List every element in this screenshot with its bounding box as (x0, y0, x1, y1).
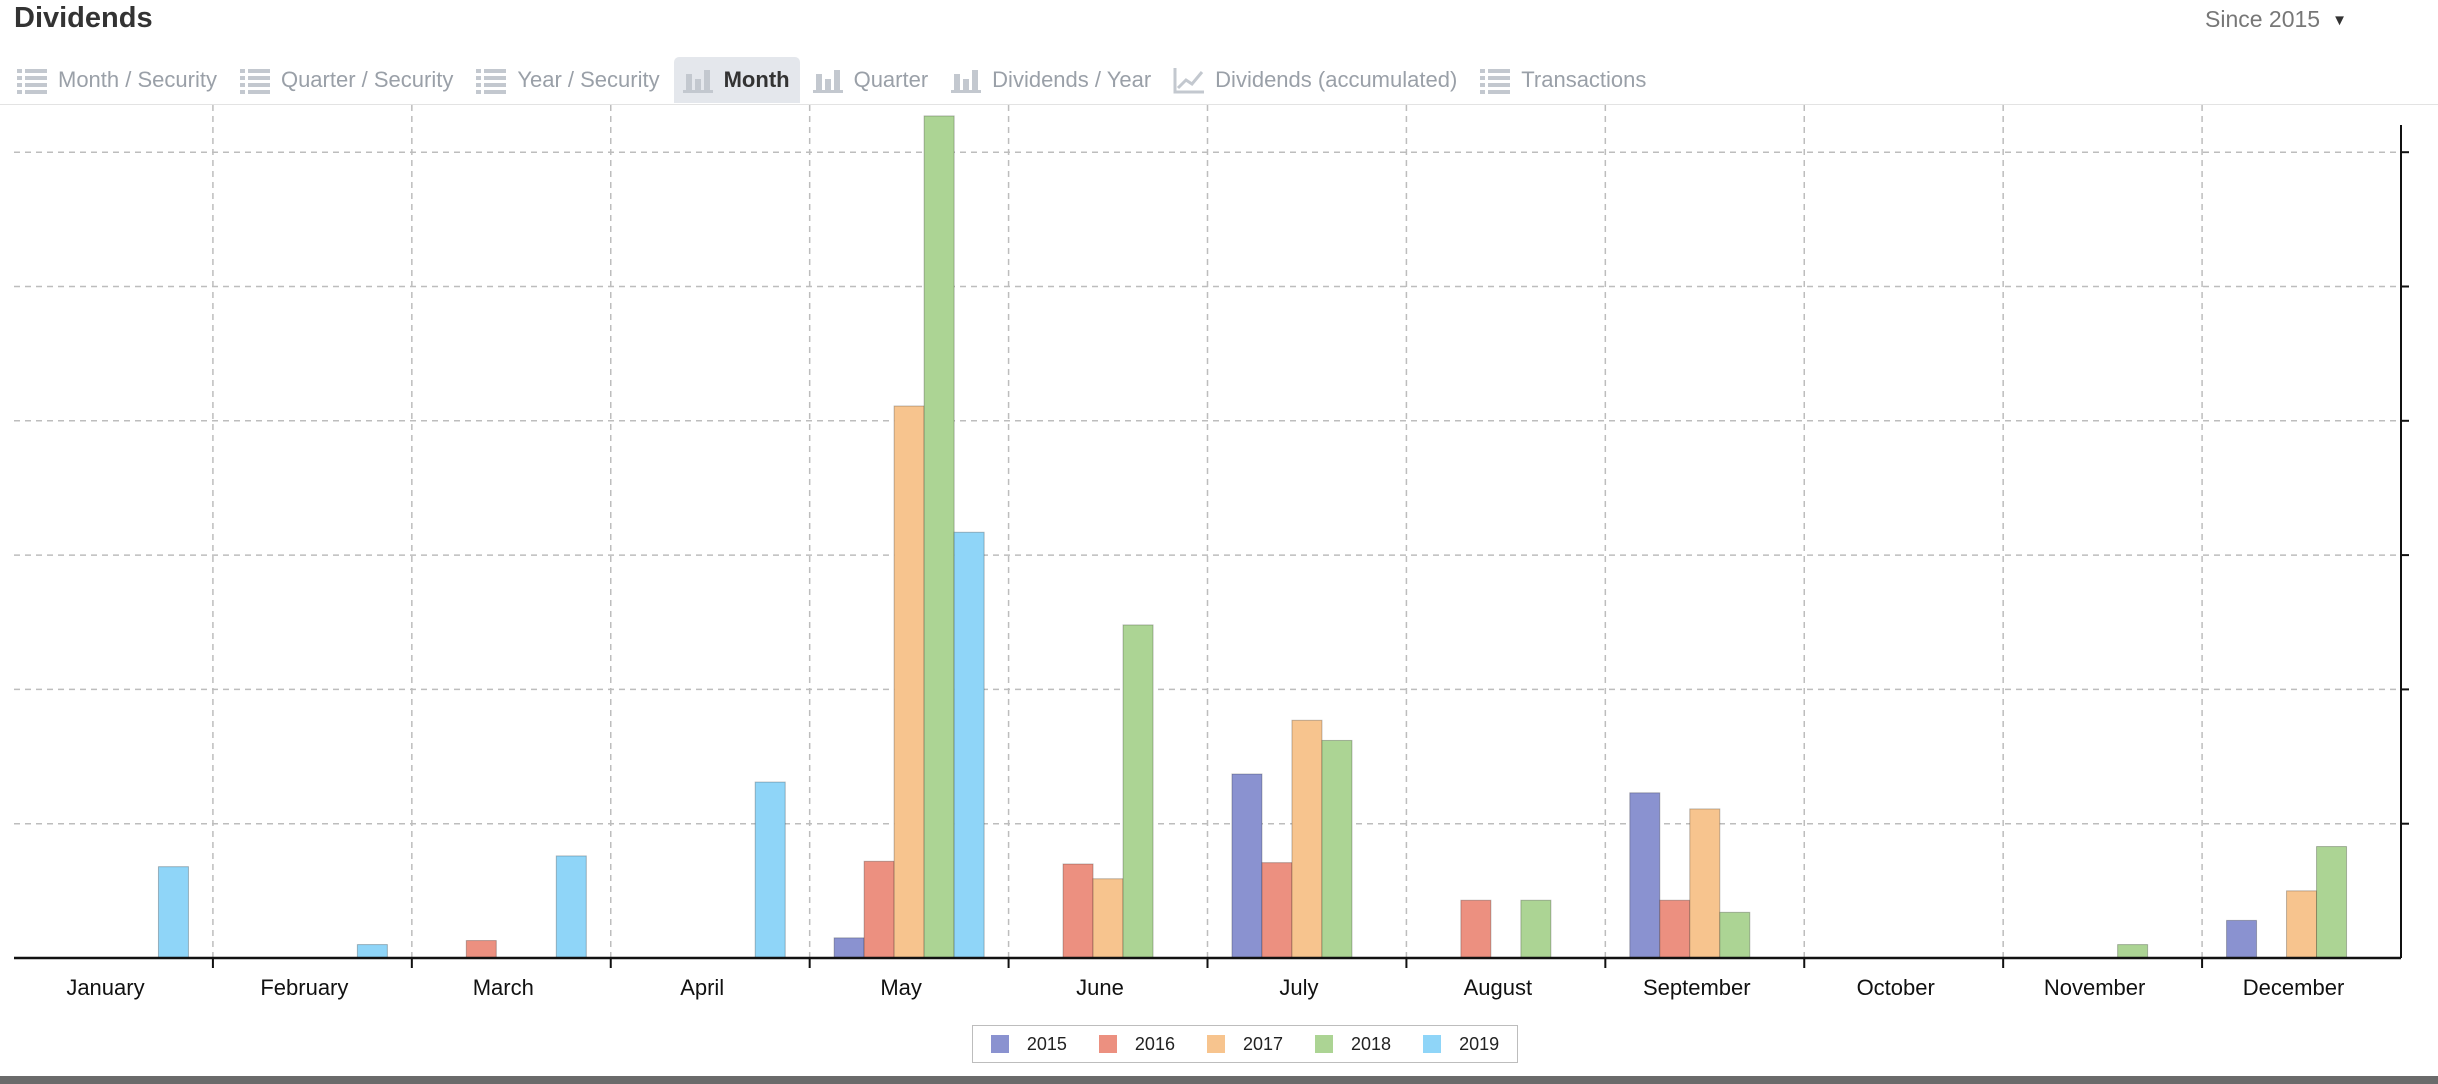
tab-label: Year / Security (517, 67, 660, 92)
bar-2016-march (465, 940, 497, 959)
bar-2019-april (754, 781, 786, 959)
x-tick-label: March (473, 975, 534, 1000)
bar-2018-july (1321, 739, 1353, 959)
bar-2017-july (1291, 719, 1323, 959)
legend-label: 2018 (1351, 1033, 1392, 1054)
bar-2017-june (1092, 878, 1124, 959)
legend-item-2019[interactable]: 2019 (1423, 1034, 1499, 1055)
bar-chart-icon (682, 66, 714, 94)
legend-label: 2016 (1134, 1033, 1175, 1054)
period-select[interactable]: Since 2015 ▼ (2205, 6, 2347, 33)
legend-item-2018[interactable]: 2018 (1315, 1034, 1391, 1055)
tab-month-security[interactable]: Month / Security (8, 57, 227, 103)
bar-2019-march (555, 855, 587, 959)
tab-dividends-year[interactable]: Dividends / Year (942, 57, 1161, 103)
tab-label: Month (723, 67, 790, 92)
legend-swatch (990, 1035, 1009, 1053)
legend-swatch (1423, 1035, 1442, 1053)
dividends-chart: January February March April May June July Augu… (0, 105, 2438, 1073)
window-bottom-edge (0, 1076, 2438, 1084)
legend-label: 2017 (1242, 1033, 1284, 1054)
bar-2019-february (356, 944, 388, 959)
bar-2018-december (2316, 846, 2348, 959)
period-select-label: Since 2015 (2205, 6, 2321, 32)
x-tick-label: December (2243, 975, 2344, 1000)
bar-2016-june (1062, 863, 1094, 959)
bar-2018-august (1520, 899, 1552, 959)
tab-label: Quarter / Security (280, 67, 454, 92)
x-tick-label: February (260, 975, 348, 1000)
legend-swatch (1315, 1035, 1334, 1053)
bar-2016-july (1261, 862, 1293, 959)
bar-chart-icon (950, 66, 982, 94)
legend-label: 2015 (1026, 1033, 1067, 1054)
legend-item-2017[interactable]: 2017 (1206, 1033, 1284, 1055)
legend-swatch (1098, 1035, 1117, 1053)
chart-tabs: Month / Security Quarter / Security Year /… (8, 57, 1660, 103)
legend-label: 2019 (1459, 1033, 1500, 1054)
list-icon (1479, 66, 1511, 94)
bar-2017-may (893, 405, 925, 959)
bar-2016-may (863, 860, 895, 959)
x-tick-label: January (66, 975, 144, 1000)
tab-label: Month / Security (58, 67, 217, 92)
line-chart-icon (1173, 66, 1205, 94)
chart-legend: 2015 2016 2017 2018 2019 (972, 1025, 1518, 1063)
bar-2018-may (923, 115, 955, 959)
page-title: Dividends (14, 2, 153, 34)
tab-label: Dividends / Year (992, 67, 1152, 92)
tab-year-security[interactable]: Year / Security (467, 57, 669, 103)
tab-label: Dividends (accumulated) (1215, 67, 1458, 92)
bar-chart-icon (812, 66, 844, 94)
x-tick-label: July (1279, 975, 1318, 1000)
bar-2017-december (2286, 890, 2318, 959)
header: Dividends Since 2015 ▼ (0, 0, 2438, 48)
x-tick-label: October (1857, 975, 1935, 1000)
tab-label: Quarter (853, 67, 929, 92)
list-icon (239, 66, 271, 94)
x-tick-label: August (1464, 975, 1533, 1000)
bar-2018-june (1122, 624, 1154, 959)
tab-transactions[interactable]: Transactions (1471, 57, 1656, 103)
x-tick-label: May (880, 975, 922, 1000)
bar-2015-may (833, 937, 865, 959)
legend-item-2015[interactable]: 2015 (990, 1033, 1067, 1055)
tab-quarter[interactable]: Quarter (804, 57, 939, 103)
chart-svg: January February March April May June July Augu… (14, 105, 2409, 1000)
bar-2015-december (2226, 919, 2258, 959)
bar-2016-september (1659, 899, 1691, 959)
legend-swatch (1206, 1035, 1225, 1053)
bar-2017-september (1689, 808, 1721, 959)
bar-2016-august (1460, 899, 1492, 959)
x-tick-label: September (1643, 975, 1751, 1000)
tab-label: Transactions (1521, 67, 1647, 92)
caret-down-icon: ▼ (2332, 12, 2347, 29)
tab-month[interactable]: Month (673, 57, 800, 103)
bar-2018-september (1719, 911, 1751, 959)
list-icon (475, 66, 507, 94)
legend-item-2016[interactable]: 2016 (1098, 1033, 1175, 1055)
bar-2015-july (1231, 773, 1263, 959)
bar-2015-september (1629, 792, 1661, 959)
list-icon (16, 66, 48, 94)
bar-2019-january (157, 866, 189, 959)
x-tick-label: April (680, 975, 724, 1000)
tab-quarter-security[interactable]: Quarter / Security (231, 57, 463, 103)
bar-2019-may (953, 531, 985, 959)
x-tick-label: June (1076, 975, 1124, 1000)
tab-dividends-accumulated[interactable]: Dividends (accumulated) (1165, 57, 1467, 103)
x-tick-label: November (2044, 975, 2145, 1000)
tab-divider (0, 104, 2438, 105)
bar-2018-november (2117, 944, 2149, 959)
